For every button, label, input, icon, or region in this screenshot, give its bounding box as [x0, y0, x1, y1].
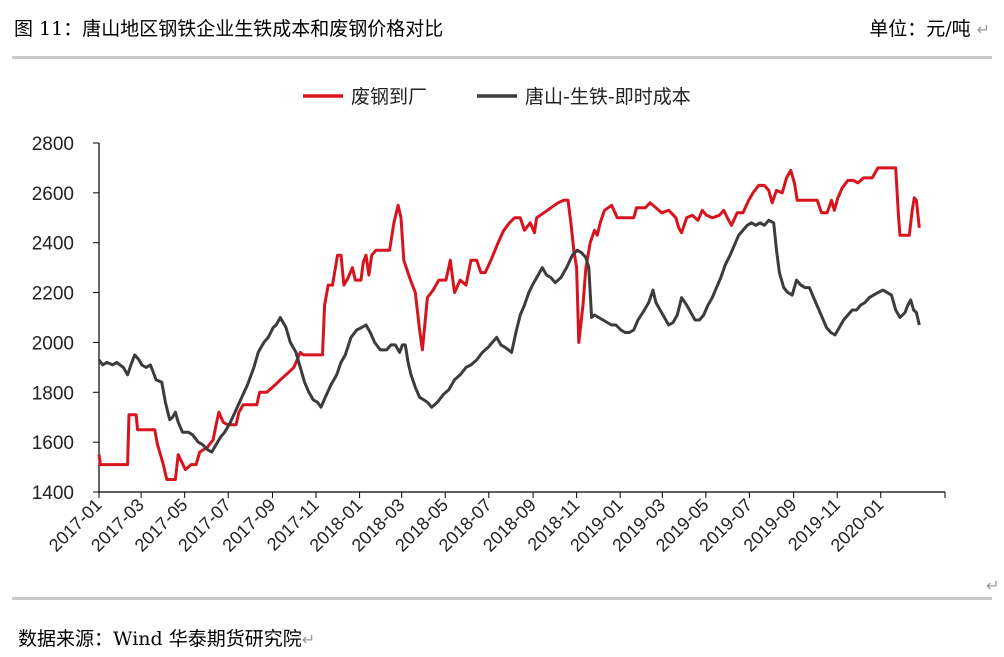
- legend: 废钢到厂 唐山-生铁-即时成本: [303, 86, 691, 108]
- unit-label: 单位：元/吨 ↵: [869, 14, 990, 41]
- y-tick-label: 2200: [32, 284, 74, 305]
- x-axis: 2017-012017-032017-052017-072017-092017-…: [45, 491, 946, 556]
- y-tick-label: 1400: [32, 483, 74, 504]
- return-mark-source: ↵: [301, 630, 316, 649]
- unit-text: 单位：元/吨: [869, 18, 971, 40]
- return-mark-chart: ↵: [986, 576, 1000, 595]
- y-tick-label: 2400: [32, 234, 74, 255]
- y-tick-label: 1600: [32, 433, 74, 454]
- source-note: 数据来源：Wind 华泰期货研究院↵: [18, 624, 315, 651]
- series-group: [97, 166, 921, 481]
- legend-label: 废钢到厂: [351, 86, 427, 108]
- y-axis: 1400 1600 1800 2000 2200 2400 2600 2800: [32, 134, 100, 504]
- return-mark: ↵: [976, 20, 990, 39]
- y-tick-label: 2800: [32, 134, 74, 155]
- top-rule: [12, 56, 992, 59]
- series-line-scrap-steel: [97, 166, 921, 481]
- legend-label: 唐山-生铁-即时成本: [525, 86, 691, 108]
- chart: 废钢到厂 唐山-生铁-即时成本 1400 1600 1800 2000 2200 2400 2…: [32, 86, 946, 556]
- series-line-pig-iron-cost: [97, 218, 921, 454]
- source-text: 数据来源：Wind 华泰期货研究院: [18, 628, 302, 650]
- y-tick-label: 1800: [32, 383, 74, 404]
- bottom-rule: [12, 597, 992, 600]
- y-tick-label: 2000: [32, 333, 74, 354]
- y-tick-label: 2600: [32, 184, 74, 205]
- figure-title: 图 11：唐山地区钢铁企业生铁成本和废钢价格对比: [14, 18, 444, 40]
